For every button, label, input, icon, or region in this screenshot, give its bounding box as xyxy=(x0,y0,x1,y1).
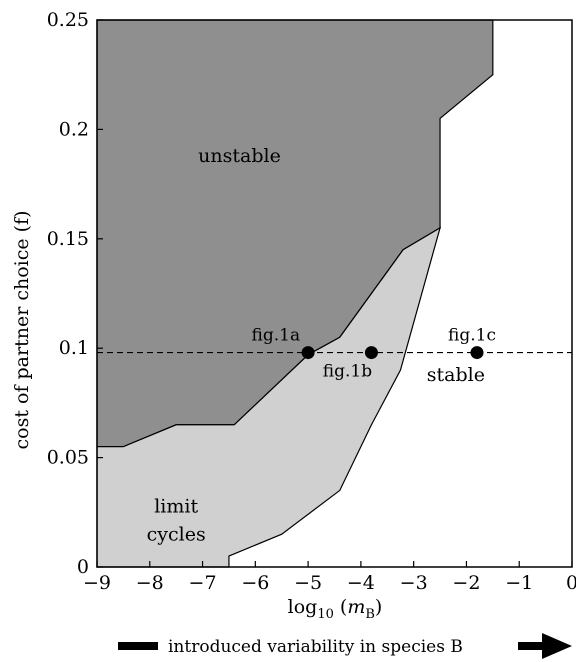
region-label-limit-cycles: limit cycles xyxy=(147,495,206,545)
y-tick-label: 0.2 xyxy=(59,118,89,140)
x-tick-label: 0 xyxy=(566,572,576,594)
x-axis-ticks: −9 −8 −7 −6 −5 −4 −3 −2 −1 0 xyxy=(83,561,576,594)
x-axis-label: log10 (mB) xyxy=(288,596,383,622)
x-tick-label: −7 xyxy=(189,572,217,594)
x-tick-label: −3 xyxy=(400,572,428,594)
y-tick-label: 0 xyxy=(77,556,89,578)
x-axis-label-var-sub: B xyxy=(365,607,375,622)
point-fig1a xyxy=(301,346,315,360)
point-label-fig1c: fig.1c xyxy=(448,326,496,346)
y-tick-label: 0.15 xyxy=(47,228,89,250)
footer-caption-row: introduced variability in species B xyxy=(118,633,572,659)
x-tick-label: −9 xyxy=(83,572,111,594)
y-axis-label: cost of partner choice (f) xyxy=(11,210,33,449)
x-axis-label-log: log xyxy=(288,596,318,618)
x-tick-label: −8 xyxy=(136,572,164,594)
y-axis-label-text: cost of partner choice (f) xyxy=(11,210,33,449)
x-axis-label-log-sub: 10 xyxy=(317,607,334,622)
x-tick-label: −1 xyxy=(505,572,533,594)
plot-frame xyxy=(96,19,573,568)
x-axis-label-var: m xyxy=(347,596,365,618)
x-tick-label: −5 xyxy=(294,572,322,594)
point-label-fig1a: fig.1a xyxy=(252,326,301,346)
right-arrow-icon xyxy=(518,633,572,659)
y-tick-label: 0.05 xyxy=(47,447,89,469)
region-label-unstable: unstable xyxy=(198,145,281,167)
x-tick-label: −4 xyxy=(347,572,375,594)
region-limit-cycles xyxy=(96,226,442,568)
point-label-fig1b: fig.1b xyxy=(323,362,372,382)
points-layer: fig.1a fig.1b fig.1c xyxy=(252,326,496,382)
y-tick-label: 0.1 xyxy=(59,337,89,359)
region-label-stable: stable xyxy=(427,364,485,386)
region-labels: unstable limit cycles stable xyxy=(147,145,485,545)
y-tick-label: 0.25 xyxy=(47,9,89,31)
x-tick-label: −2 xyxy=(452,572,480,594)
regions-layer xyxy=(96,19,494,568)
footer-caption: introduced variability in species B xyxy=(168,637,463,657)
point-fig1c xyxy=(470,346,484,360)
x-tick-label: −6 xyxy=(241,572,269,594)
y-axis-ticks: 0 0.05 0.1 0.15 0.2 0.25 xyxy=(47,9,103,578)
footer-bar xyxy=(118,642,158,650)
point-fig1b xyxy=(364,346,378,360)
